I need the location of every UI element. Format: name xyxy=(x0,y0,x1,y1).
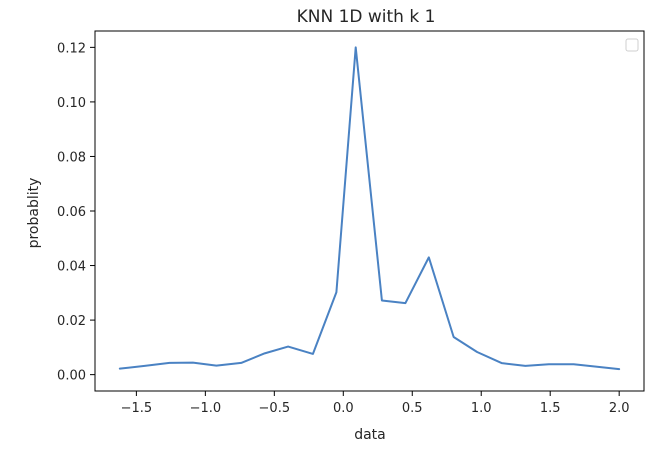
y-axis-label: probablity xyxy=(26,178,42,249)
x-axis-ticks: −1.5 −1.0 −0.5 0.0 0.5 1.0 1.5 2.0 xyxy=(121,391,630,416)
y-tick-label: 0.08 xyxy=(57,150,86,165)
plot-area xyxy=(118,46,621,371)
x-tick-label: 1.0 xyxy=(471,401,492,416)
series-line-0 xyxy=(118,46,621,371)
x-tick-label: 0.5 xyxy=(402,401,423,416)
y-tick-label: 0.00 xyxy=(57,369,86,384)
x-tick-label: 2.0 xyxy=(609,401,630,416)
y-tick-label: 0.12 xyxy=(57,41,86,56)
x-tick-label: −1.5 xyxy=(121,401,153,416)
y-tick-label: 0.06 xyxy=(57,205,86,220)
x-tick-label: 0.0 xyxy=(333,401,354,416)
y-tick-label: 0.02 xyxy=(57,314,86,329)
y-tick-label: 0.10 xyxy=(57,96,86,111)
axes-frame xyxy=(94,30,645,392)
chart-title: KNN 1D with k 1 xyxy=(297,7,436,27)
x-tick-label: 1.5 xyxy=(540,401,561,416)
legend xyxy=(625,38,639,52)
y-tick-label: 0.04 xyxy=(57,260,86,275)
x-tick-label: −0.5 xyxy=(259,401,291,416)
x-axis-label: data xyxy=(354,427,386,443)
x-tick-label: −1.0 xyxy=(190,401,222,416)
y-axis-ticks: 0.00 0.02 0.04 0.06 0.08 0.10 0.12 xyxy=(57,41,95,384)
